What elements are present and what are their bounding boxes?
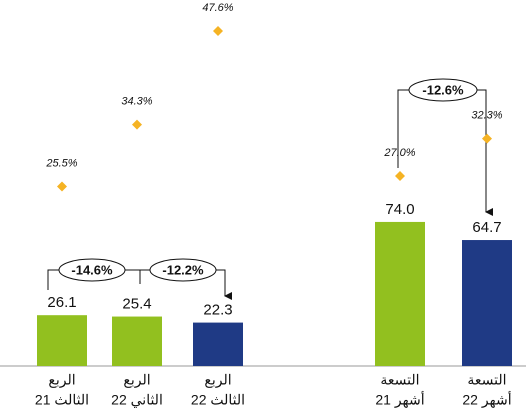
bar [112,316,162,366]
bar [193,322,243,366]
bar [37,315,87,366]
bracket-left: -14.6% -12.2% [37,221,512,366]
bracket-right: -12.6% [397,78,493,216]
x-tick-label: التسعة [380,372,419,388]
annotation: -12.6% [422,82,464,97]
marker-label: 25.5% [45,157,77,169]
x-tick-label: الربع [48,372,75,389]
marker-label: 32.3% [471,110,502,122]
x-tick-label: أشهر 22 [462,390,511,409]
value-label: 26.1 [47,294,76,311]
marker [482,133,492,144]
bar [462,240,512,366]
marker [57,181,67,192]
value-label: 64.7 [472,219,501,236]
x-tick-label: التسعة [467,372,506,388]
marker-label: 47.6% [202,2,233,14]
x-tick-label: الثالث 22 [191,392,245,408]
value-label: 25.4 [122,296,151,313]
annotation: -14.6% [71,262,113,277]
value-label: 74.0 [385,201,414,218]
marker-label: 34.3% [121,95,152,107]
marker [132,119,142,130]
marker-label: 27.0% [383,147,415,159]
bar [375,221,425,366]
annotation: -12.2% [162,262,204,277]
x-tick-label: الثاني 22 [111,392,163,408]
x-tick-label: الربع [204,372,231,389]
value-label: 22.3 [203,302,232,319]
x-tick-label: الثالث 21 [35,392,89,408]
marker [395,170,405,181]
marker [213,25,223,36]
x-tick-label: الربع [123,372,150,389]
x-tick-label: أشهر 21 [375,390,424,409]
